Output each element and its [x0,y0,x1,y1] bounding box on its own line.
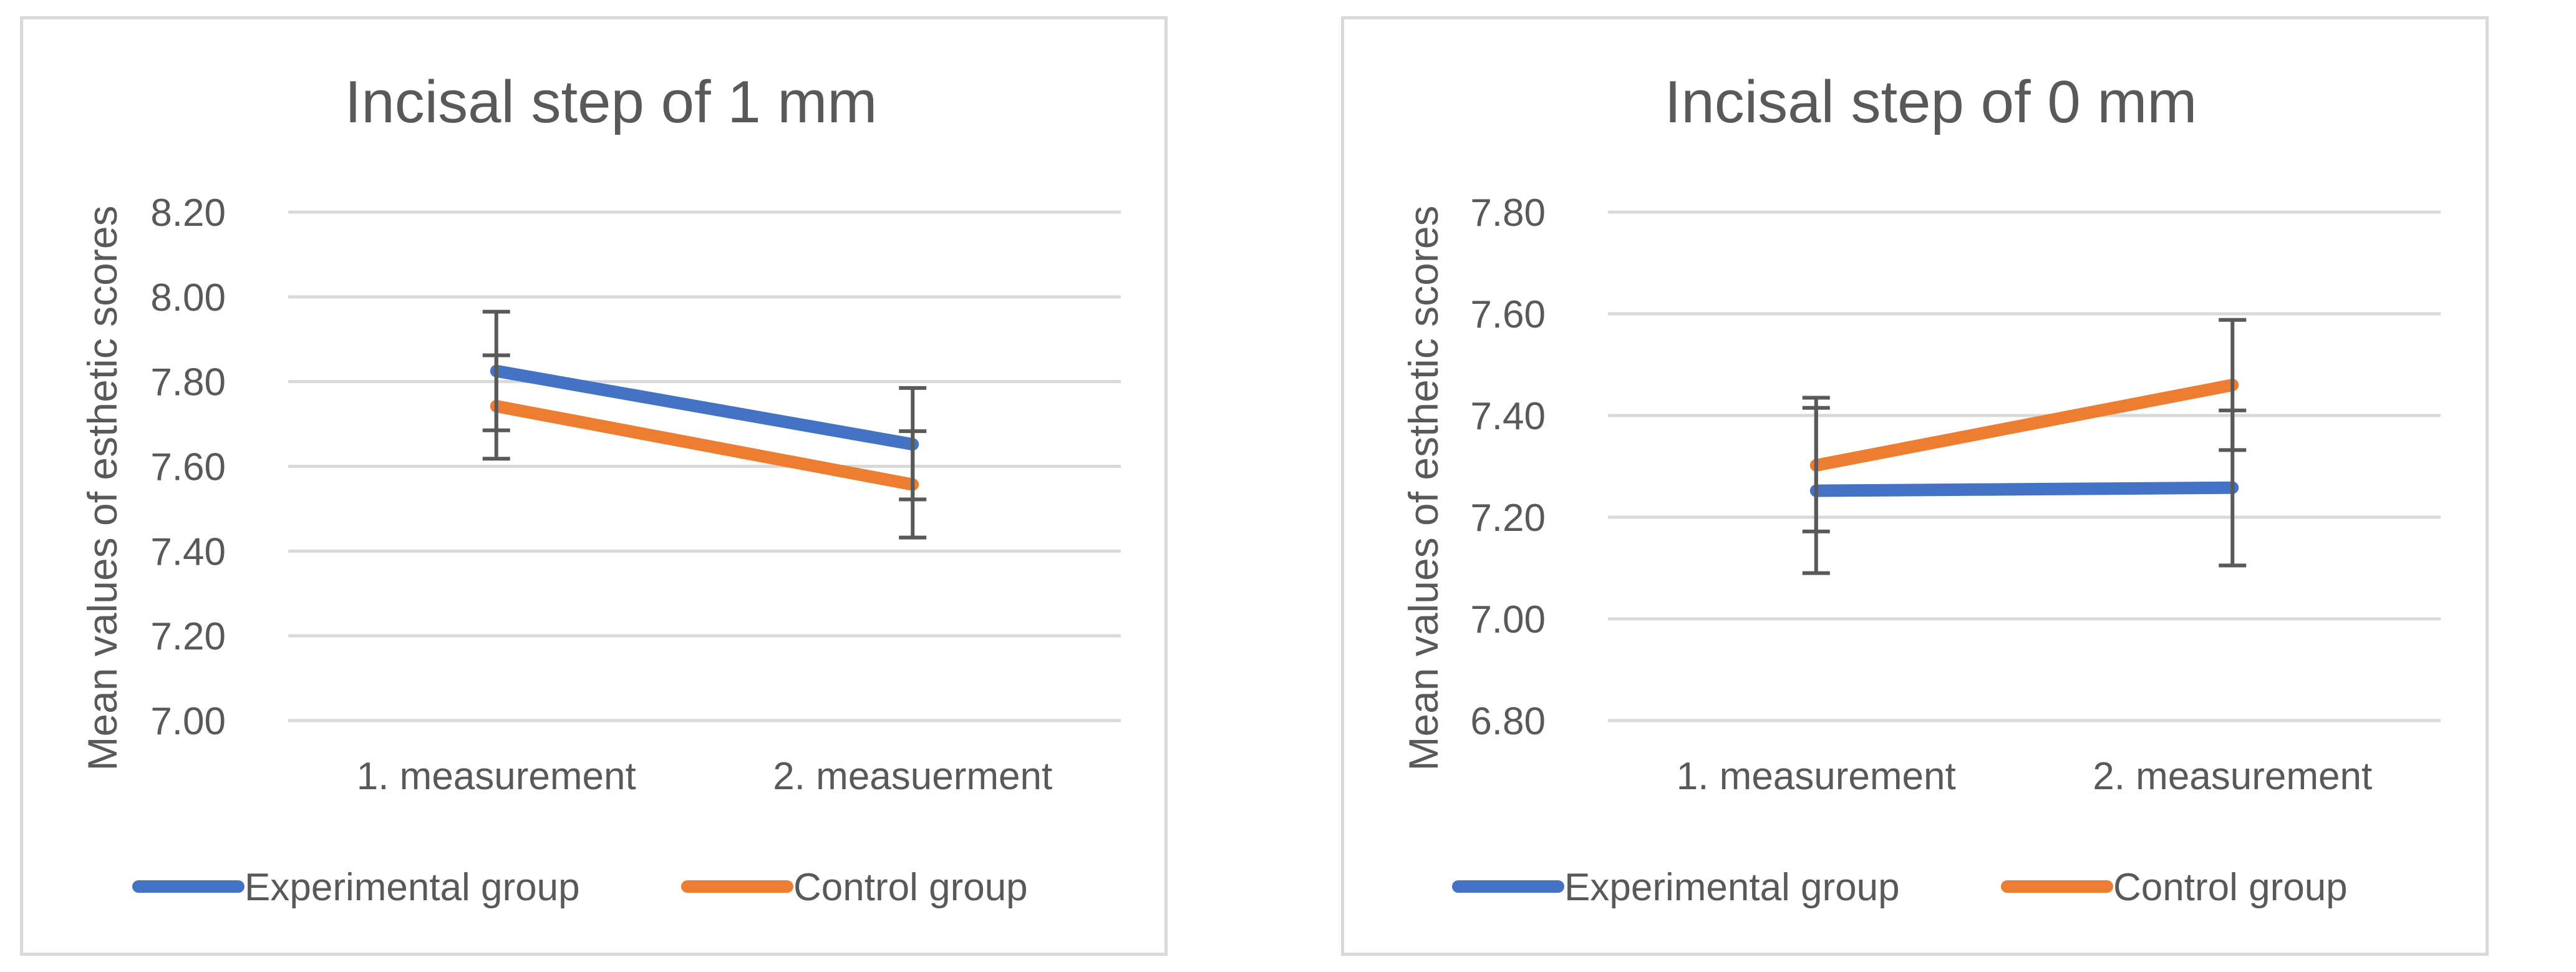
y-axis-title: Mean values of esthetic scores [79,205,125,770]
legend-label: Experimental group [245,866,580,909]
x-tick-label: 1. measurement [1677,755,1956,798]
legend-item-experimental-group: Experimental group [1452,866,1900,909]
chart-svg: Incisal step of 0 mm 6.80 7.00 7.20 7.40 7.60… [1400,69,2441,909]
error-bar-control-group [2219,318,2247,452]
x-tick-label: 1. measurement [357,755,636,798]
y-tick-label: 7.20 [1470,497,1546,540]
x-tick-label: 2. measurement [2093,755,2372,798]
legend-item-control-group: Control group [681,866,1028,909]
y-tick-label: 7.20 [150,615,226,658]
legend-item-control-group: Control group [2001,866,2348,909]
y-tick-label: 7.60 [150,446,226,489]
y-tick-label: 7.80 [150,361,226,404]
chart-title: Incisal step of 1 mm [345,69,878,135]
error-bar-control-group [899,429,927,540]
chart-title: Incisal step of 0 mm [1665,69,2197,135]
y-tick-label: 7.40 [1470,395,1546,438]
series-line-control-group [490,400,919,491]
series-line-experimental-group [490,364,919,451]
chart-panel-incisal-1mm: Incisal step of 1 mm 7.00 7.20 7.40 7.60 7.80… [20,16,1168,956]
legend-label: Control group [2113,866,2348,909]
chart-svg: Incisal step of 1 mm 7.00 7.20 7.40 7.60 7.80… [79,69,1121,909]
series-line-control-group [1809,379,2239,472]
error-bar-control-group [482,353,510,461]
x-tick-label: 2. measuerment [773,755,1052,798]
chart-panel-incisal-0mm: Incisal step of 0 mm 6.80 7.00 7.20 7.40 7.60… [1341,16,2489,956]
y-tick-label: 8.20 [150,192,226,235]
legend-item-experimental-group: Experimental group [132,866,580,909]
y-tick-label: 7.00 [150,700,226,743]
y-tick-label: 7.60 [1470,293,1546,336]
error-bar-control-group [1802,396,1830,533]
y-tick-label: 7.80 [1470,192,1546,235]
legend-label: Control group [793,866,1028,909]
y-tick-label: 7.40 [150,530,226,573]
y-tick-label: 7.00 [1470,598,1546,641]
series-line-experimental-group [1809,481,2239,497]
y-tick-label: 6.80 [1470,700,1546,743]
y-axis-title: Mean values of esthetic scores [1400,205,1446,770]
legend-label: Experimental group [1564,866,1900,909]
y-tick-label: 8.00 [150,276,226,319]
